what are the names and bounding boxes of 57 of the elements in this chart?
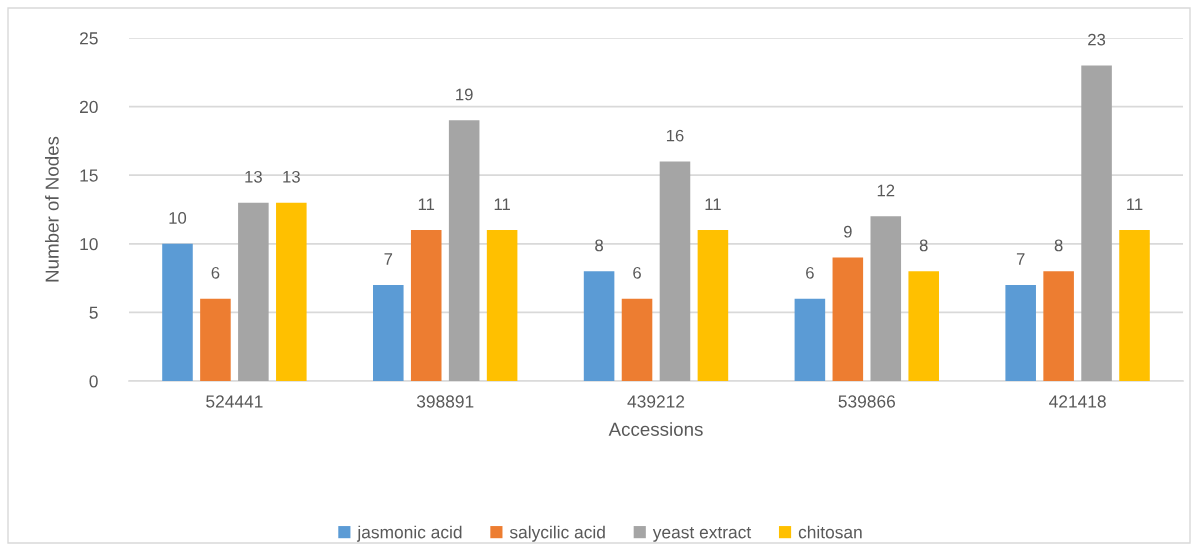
data-label: 10 [169, 212, 187, 224]
data-label: 6 [211, 266, 220, 279]
data-label: 7 [384, 253, 393, 265]
data-label: 11 [1127, 198, 1143, 210]
y-axis-title: Number of Nodes [44, 136, 59, 282]
data-label: 16 [666, 129, 684, 142]
bar [373, 284, 404, 381]
legend-label: jasmonic acid [356, 525, 462, 542]
bar [583, 271, 615, 381]
data-label: 6 [633, 266, 641, 279]
y-tick-label: 25 [80, 32, 98, 45]
data-label: 12 [877, 184, 895, 197]
data-label: 19 [456, 88, 473, 101]
bar [1043, 271, 1074, 381]
x-tick-label: 421418 [1049, 395, 1106, 408]
bar [448, 120, 480, 381]
legend-label: yeast extract [652, 526, 752, 542]
bar [276, 202, 307, 381]
bar [1119, 230, 1150, 381]
data-label: 11 [418, 198, 435, 210]
legend-label: salycilic acid [509, 525, 605, 542]
bar [794, 298, 826, 381]
data-label: 6 [806, 266, 814, 279]
legend-label: chitosan [798, 525, 862, 539]
y-tick-label: 0 [89, 375, 98, 388]
bar [908, 271, 939, 381]
bar [870, 216, 902, 381]
bar [200, 298, 231, 381]
y-tick-label: 20 [80, 100, 98, 114]
x-tick-label: 539866 [838, 395, 896, 408]
data-label: 7 [1016, 253, 1025, 265]
bar [1081, 65, 1112, 381]
data-label: 23 [1088, 33, 1106, 46]
bar [410, 230, 442, 381]
data-label: 8 [919, 239, 928, 252]
y-tick-label: 10 [80, 237, 98, 251]
data-label: 13 [283, 170, 300, 183]
bar [1005, 284, 1036, 381]
bar [238, 202, 269, 381]
data-label: 13 [245, 170, 262, 183]
data-label: 8 [595, 239, 603, 252]
data-label: 8 [1054, 239, 1063, 252]
bar [486, 230, 518, 381]
bar [162, 243, 193, 381]
data-label: 9 [843, 225, 852, 238]
x-axis-title: Accessions [608, 422, 703, 436]
bar [832, 257, 864, 381]
bar [659, 161, 691, 381]
x-tick-label: 524441 [206, 395, 263, 408]
bar [621, 298, 653, 381]
x-tick-label: 439212 [627, 395, 685, 408]
data-label: 11 [494, 198, 510, 210]
y-tick-label: 5 [89, 306, 98, 319]
bar [697, 230, 729, 381]
y-tick-label: 15 [80, 169, 98, 182]
x-tick-label: 398891 [416, 395, 474, 408]
data-label: 11 [705, 198, 721, 210]
